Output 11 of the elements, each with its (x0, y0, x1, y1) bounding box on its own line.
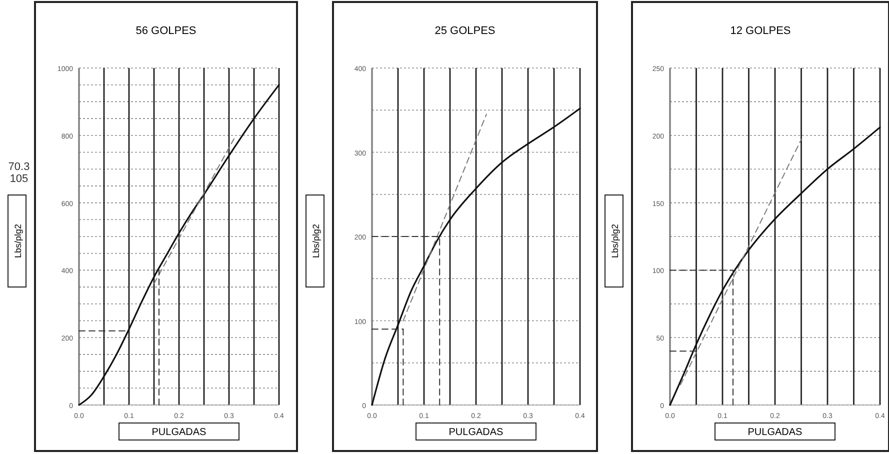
chart-title: 25 GOLPES (434, 25, 496, 37)
y-axis-title: Lbs/plg2 (13, 224, 23, 258)
y-axis-title: Lbs/plg2 (610, 224, 620, 258)
x-axis-title: PULGADAS (448, 427, 504, 438)
x-axis-title: PULGADAS (748, 427, 803, 438)
chart-title: 12 GOLPES (730, 25, 791, 37)
text: 70.3 (8, 161, 30, 173)
text: 105 (10, 173, 28, 185)
x-axis-title: PULGADAS (152, 427, 207, 438)
y-axis-title: Lbs/plg2 (311, 224, 321, 258)
chart-title: 56 GOLPES (136, 25, 196, 37)
